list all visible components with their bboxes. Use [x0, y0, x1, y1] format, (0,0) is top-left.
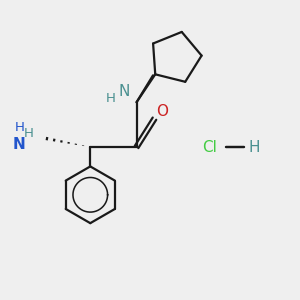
Text: H: H: [14, 121, 24, 134]
Text: N: N: [119, 84, 130, 99]
Text: O: O: [157, 104, 169, 119]
Text: N: N: [13, 136, 26, 152]
Text: H: H: [24, 127, 34, 140]
Text: H: H: [249, 140, 260, 154]
Text: H: H: [106, 92, 116, 105]
Text: Cl: Cl: [202, 140, 217, 154]
